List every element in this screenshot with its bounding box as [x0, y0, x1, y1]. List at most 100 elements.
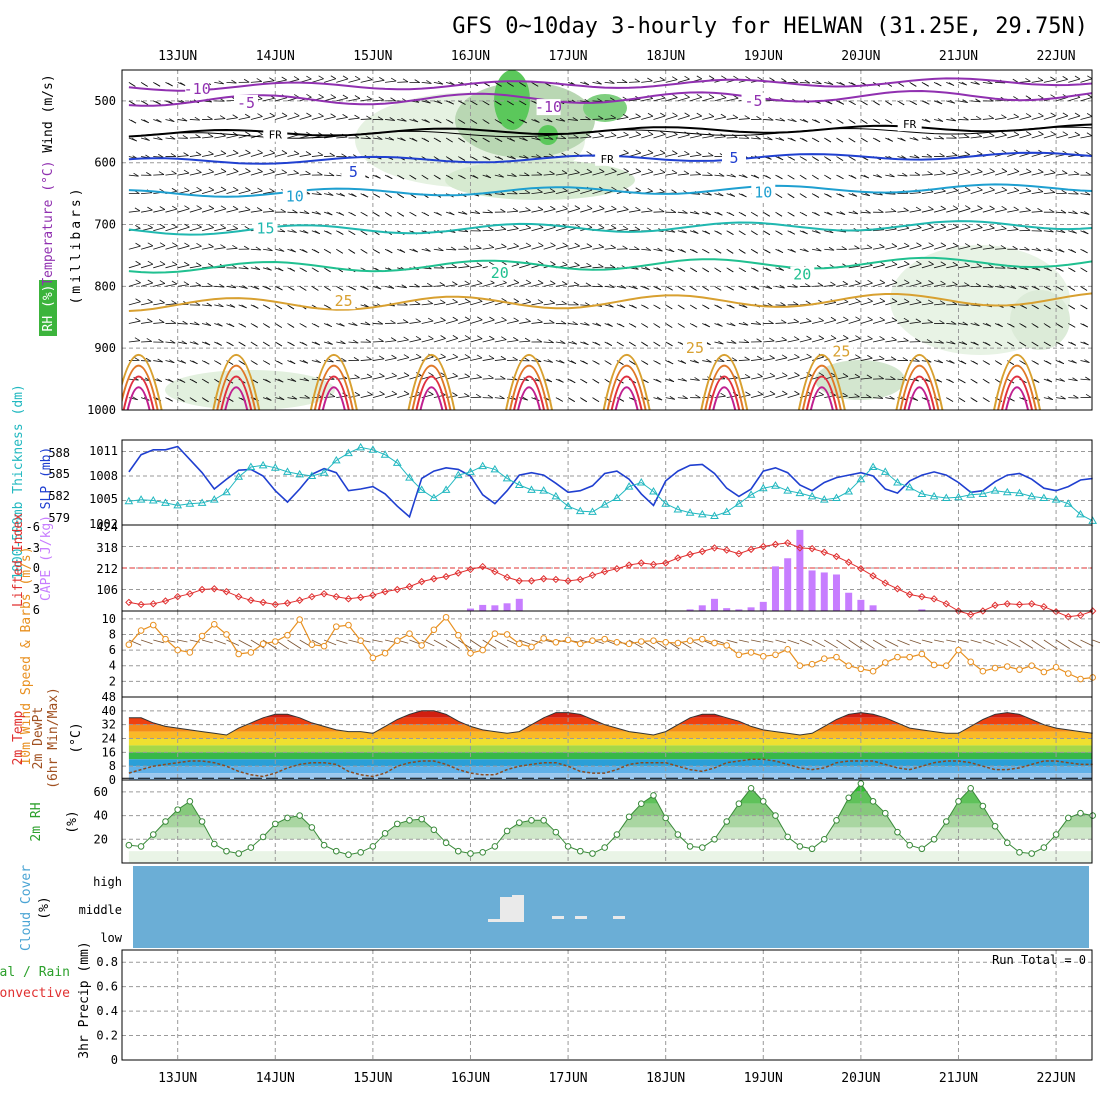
wind-barb — [131, 137, 137, 142]
isotherm-label-bg — [897, 115, 922, 132]
wind-barb — [559, 359, 565, 364]
wind-barb — [375, 174, 381, 179]
wind-barb — [288, 305, 295, 310]
wind-barb — [715, 249, 722, 254]
wind-barb — [1031, 171, 1044, 176]
wind-barb — [982, 135, 995, 139]
wind-barb — [278, 248, 285, 252]
wind-barb — [374, 231, 380, 236]
lifted-index-marker — [417, 577, 426, 586]
wind-barb — [1074, 131, 1081, 136]
wind-barb — [214, 81, 224, 85]
wind-barb — [933, 190, 946, 195]
lifted-index-marker — [564, 577, 572, 585]
rh-marker — [698, 844, 706, 851]
wind-barb — [159, 242, 166, 247]
wind-barb — [169, 135, 176, 140]
wind-barb — [1049, 189, 1056, 193]
wind-barb — [592, 246, 604, 250]
wind-barb — [561, 170, 568, 174]
wind-barb — [269, 188, 275, 192]
isotherm-label: -10 — [184, 80, 211, 98]
wind-barb — [621, 79, 628, 83]
wind-barb — [914, 358, 920, 362]
wind-barb — [606, 342, 613, 346]
wind-barb — [1095, 324, 1100, 327]
wind-barb — [458, 376, 470, 380]
wind-barb — [519, 174, 530, 177]
wind-barb — [306, 75, 312, 80]
wind-barb — [446, 266, 457, 269]
wind-barb — [158, 153, 164, 158]
wind-barb — [560, 135, 567, 139]
wind-barb — [914, 171, 921, 176]
y-tick-label-left: -6 — [26, 520, 40, 534]
isotherm-line — [801, 364, 842, 410]
wind-barb — [508, 101, 514, 106]
lifted-index-marker — [344, 595, 353, 603]
wind-speed-marker — [991, 664, 999, 672]
rh-marker — [247, 844, 255, 851]
wind-barb — [643, 286, 650, 290]
wind-barb — [311, 154, 323, 157]
wind-barb — [684, 93, 690, 98]
wind-barb — [608, 303, 614, 308]
wind-barb — [524, 172, 530, 177]
wind-barb — [384, 285, 395, 289]
wind-barb — [445, 639, 460, 649]
y-tick-label: high — [93, 875, 122, 889]
wind-barb — [226, 208, 239, 213]
wind-barb — [1045, 305, 1051, 310]
wind-barb — [158, 171, 165, 175]
lifted-index-marker — [966, 610, 975, 619]
rh-band — [128, 783, 1092, 792]
thickness-marker — [234, 472, 244, 480]
wind-barb — [702, 155, 714, 157]
wind-barb — [885, 397, 895, 400]
wind-barb — [304, 394, 310, 399]
wind-barb — [499, 395, 505, 400]
wind-barb — [720, 392, 726, 397]
temp-band — [128, 710, 1092, 711]
wind-barb — [141, 341, 152, 343]
wind-barb — [850, 175, 857, 179]
wind-barb — [216, 342, 222, 346]
wind-barb — [830, 335, 837, 339]
lifted-index-marker — [808, 544, 816, 553]
wind-barb — [1033, 305, 1039, 310]
y-tick-label: 40 — [102, 704, 116, 718]
wind-barb — [263, 210, 274, 213]
wind-speed-marker — [540, 635, 547, 642]
wind-barb — [964, 151, 970, 156]
date-label-top: 14JUN — [256, 49, 295, 64]
wind-barb — [449, 81, 455, 86]
wind-barb — [879, 279, 886, 284]
wind-speed-marker — [930, 661, 938, 669]
wind-barb — [775, 304, 786, 306]
wind-barb — [1073, 170, 1080, 175]
wind-barb — [507, 174, 517, 177]
wind-barb — [421, 639, 435, 647]
wind-barb — [470, 301, 483, 306]
wind-barb — [134, 337, 141, 342]
wind-barb — [351, 193, 357, 197]
wind-barb — [653, 152, 666, 157]
wind-barb — [379, 390, 385, 395]
wind-barb — [824, 302, 836, 306]
wind-barb — [789, 212, 795, 217]
wind-barb — [1007, 190, 1020, 195]
wind-barb — [196, 205, 202, 209]
date-label-top: 16JUN — [451, 49, 490, 64]
wind-barb — [623, 206, 629, 210]
thickness-marker — [331, 455, 341, 464]
isotherm-line — [505, 354, 554, 410]
lifted-index-marker — [686, 550, 694, 559]
wind-barb — [879, 297, 886, 302]
wind-barb — [426, 282, 433, 287]
wind-barb — [813, 194, 820, 198]
wind-barb — [384, 393, 397, 399]
wind-barb — [826, 119, 832, 124]
wind-barb — [573, 134, 579, 139]
wind-barb — [874, 101, 880, 106]
